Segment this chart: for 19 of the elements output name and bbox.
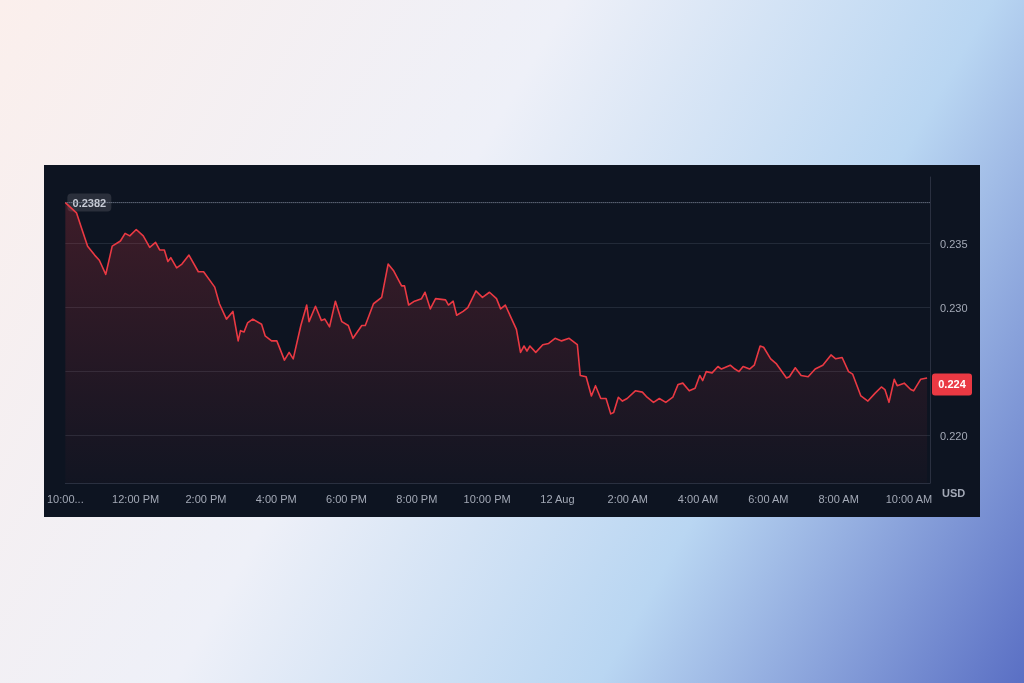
x-tick-label: 10:00 AM bbox=[885, 492, 933, 505]
x-tick-label: 10:00... bbox=[47, 492, 84, 505]
annotation: 0.224 bbox=[938, 378, 967, 391]
ref-line-label: 0.2382 bbox=[72, 196, 107, 209]
x-tick-label: 6:00 AM bbox=[748, 492, 789, 505]
x-tick-label: 4:00 PM bbox=[255, 492, 297, 505]
x-tick-label: 6:00 PM bbox=[326, 492, 368, 505]
x-tick-label: 12:00 PM bbox=[112, 492, 160, 505]
x-tick-label: 8:00 PM bbox=[396, 492, 438, 505]
y-tick-label: 0.220 bbox=[940, 429, 968, 442]
y-tick-label: 0.230 bbox=[940, 301, 968, 314]
y-tick-label: 0.235 bbox=[940, 237, 968, 250]
y-axis-title: USD bbox=[942, 486, 966, 499]
x-tick-label: 12 Aug bbox=[540, 492, 575, 505]
x-tick-label: 8:00 AM bbox=[818, 492, 859, 505]
x-tick-label: 4:00 AM bbox=[677, 492, 719, 505]
x-tick-label: 10:00 PM bbox=[463, 492, 511, 505]
x-tick-label: 2:00 PM bbox=[185, 492, 227, 505]
x-tick-label: 2:00 AM bbox=[607, 492, 648, 505]
